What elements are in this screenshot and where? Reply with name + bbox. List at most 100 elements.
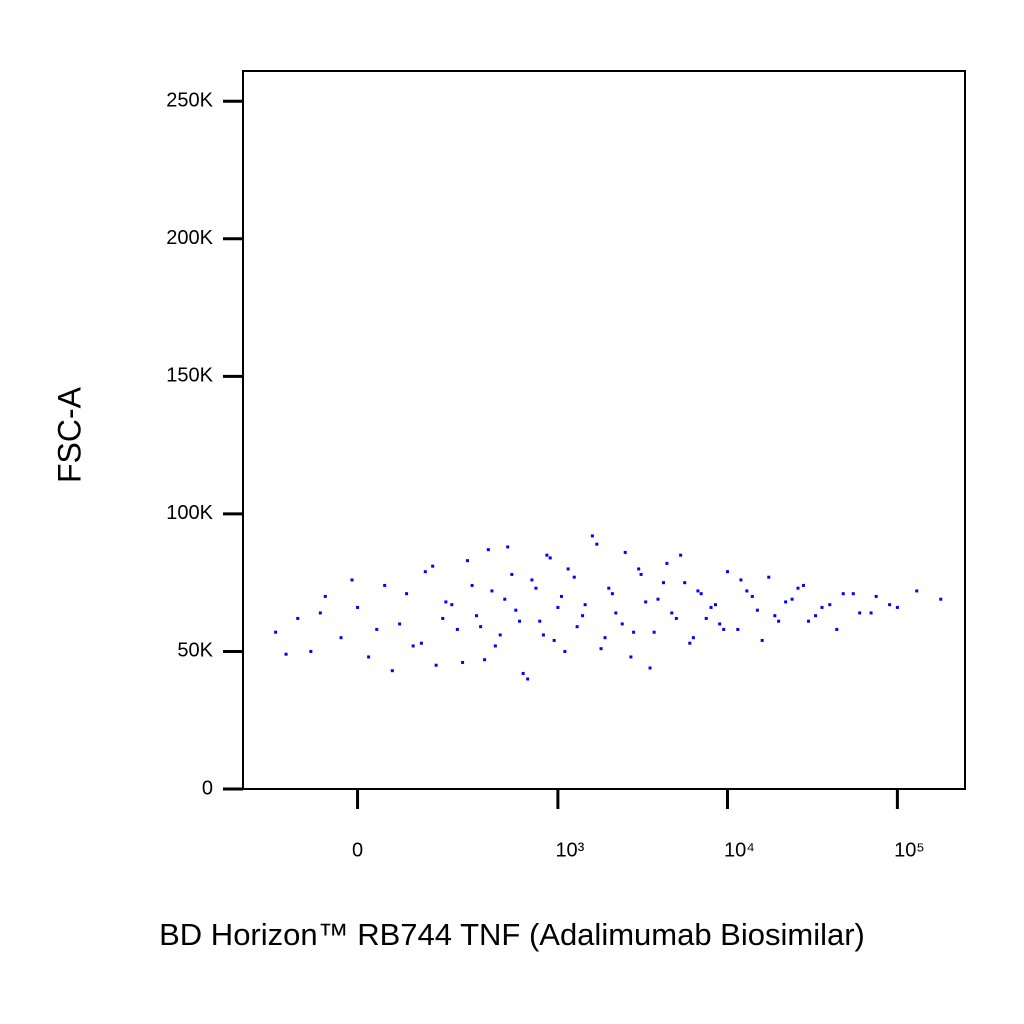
data-point	[603, 636, 607, 640]
data-point	[556, 605, 560, 609]
data-point	[474, 614, 478, 618]
data-point	[835, 627, 839, 631]
data-point	[888, 603, 892, 607]
data-point	[419, 641, 423, 645]
data-point	[851, 592, 855, 596]
data-point	[656, 597, 660, 601]
data-point	[869, 611, 873, 615]
data-point	[514, 608, 518, 612]
data-point	[696, 589, 700, 593]
data-point	[323, 594, 327, 598]
data-point	[498, 633, 502, 637]
data-point	[470, 583, 474, 587]
data-point	[455, 627, 459, 631]
data-point	[661, 581, 665, 585]
data-point	[545, 553, 549, 557]
data-point	[274, 630, 278, 634]
data-point	[796, 586, 800, 590]
data-point	[801, 583, 805, 587]
y-axis-label: FSC-A	[51, 386, 87, 483]
data-point	[441, 616, 445, 620]
data-point	[521, 671, 525, 675]
data-point	[575, 625, 579, 629]
data-point	[874, 594, 878, 598]
data-point	[411, 644, 415, 648]
data-point	[483, 658, 487, 662]
data-point	[595, 542, 599, 546]
data-point	[736, 627, 740, 631]
data-point	[610, 592, 614, 596]
x-axis-label: BD Horizon™ RB744 TNF (Adalimumab Biosim…	[159, 917, 865, 952]
data-point	[637, 567, 641, 571]
data-point	[534, 586, 538, 590]
data-point	[390, 669, 394, 673]
data-point	[745, 589, 749, 593]
data-point	[725, 570, 729, 574]
data-point	[541, 633, 545, 637]
data-point	[767, 575, 771, 579]
data-point	[739, 578, 743, 582]
data-point	[709, 605, 713, 609]
data-point	[814, 614, 818, 618]
data-point	[465, 559, 469, 563]
data-point	[493, 644, 497, 648]
x-tick-label: 10⁴	[724, 839, 755, 861]
data-point	[784, 600, 788, 604]
y-tick-label: 150K	[166, 365, 213, 387]
data-point	[350, 578, 354, 582]
data-point	[590, 534, 594, 538]
data-point	[503, 597, 507, 601]
data-point	[423, 570, 427, 574]
data-point	[841, 592, 845, 596]
data-point	[563, 649, 567, 653]
data-point	[691, 636, 695, 640]
data-point	[760, 638, 764, 642]
data-point	[790, 597, 794, 601]
data-point	[683, 581, 687, 585]
data-point	[614, 611, 618, 615]
data-point	[807, 619, 811, 623]
data-point	[490, 589, 494, 593]
data-point	[296, 616, 300, 620]
data-point	[538, 619, 542, 623]
data-point	[820, 605, 824, 609]
data-point	[356, 605, 360, 609]
data-point	[639, 572, 643, 576]
data-point	[648, 666, 652, 670]
data-point	[620, 622, 624, 626]
data-point	[632, 630, 636, 634]
data-point	[773, 614, 777, 618]
data-point	[461, 660, 465, 664]
data-point	[652, 630, 656, 634]
data-point	[486, 548, 490, 552]
data-point	[895, 605, 899, 609]
data-point	[444, 600, 448, 604]
data-point	[674, 616, 678, 620]
x-tick-label: 0	[352, 839, 363, 861]
data-point	[318, 611, 322, 615]
data-point	[750, 594, 754, 598]
x-tick-label: 10³	[555, 839, 584, 861]
data-point	[506, 545, 510, 549]
data-point	[713, 603, 717, 607]
data-point	[431, 564, 435, 568]
data-point	[629, 655, 633, 659]
data-point	[915, 589, 919, 593]
data-point	[510, 572, 514, 576]
data-point	[858, 611, 862, 615]
data-point	[479, 625, 483, 629]
data-point	[718, 622, 722, 626]
data-point	[450, 603, 454, 607]
data-point	[623, 550, 627, 554]
data-point	[398, 622, 402, 626]
data-point	[572, 575, 576, 579]
data-point	[284, 652, 288, 656]
data-point	[309, 649, 313, 653]
data-point	[688, 641, 692, 645]
data-point	[722, 627, 726, 631]
data-point	[383, 583, 387, 587]
data-point	[367, 655, 371, 659]
y-tick-label: 50K	[177, 640, 213, 662]
data-point	[434, 663, 438, 667]
